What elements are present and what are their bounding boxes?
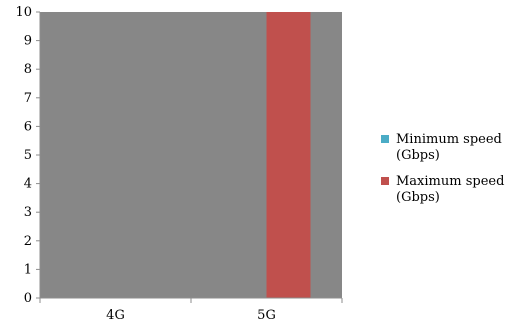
x-category-label: 5G xyxy=(257,308,276,323)
y-tick-label: 9 xyxy=(24,34,32,49)
y-tick-label: 1 xyxy=(24,262,32,277)
y-tick-label: 0 xyxy=(24,291,32,306)
y-tick-label: 2 xyxy=(24,234,32,249)
legend-label: Maximum speed (Gbps) xyxy=(396,174,504,205)
x-category-label: 4G xyxy=(106,308,125,323)
y-tick-label: 6 xyxy=(24,119,32,134)
axis-layer: 0 1 2 3 4 5 6 7 8 9 10 4G 5G xyxy=(15,5,343,323)
legend: Minimum speed (Gbps) Maximum speed (Gbps) xyxy=(381,132,504,205)
legend-swatch xyxy=(381,135,389,143)
y-tick-label: 4 xyxy=(24,177,32,192)
legend-swatch xyxy=(381,177,389,185)
bar-maximum-speed-gbps-5g xyxy=(266,12,311,298)
y-tick-label: 3 xyxy=(24,205,32,220)
legend-label: Minimum speed (Gbps) xyxy=(396,132,502,163)
y-tick-label: 8 xyxy=(24,62,32,77)
y-tick-label: 7 xyxy=(24,91,32,106)
bars-layer xyxy=(266,12,311,298)
y-tick-label: 10 xyxy=(15,5,32,20)
y-tick-label: 5 xyxy=(24,148,32,163)
